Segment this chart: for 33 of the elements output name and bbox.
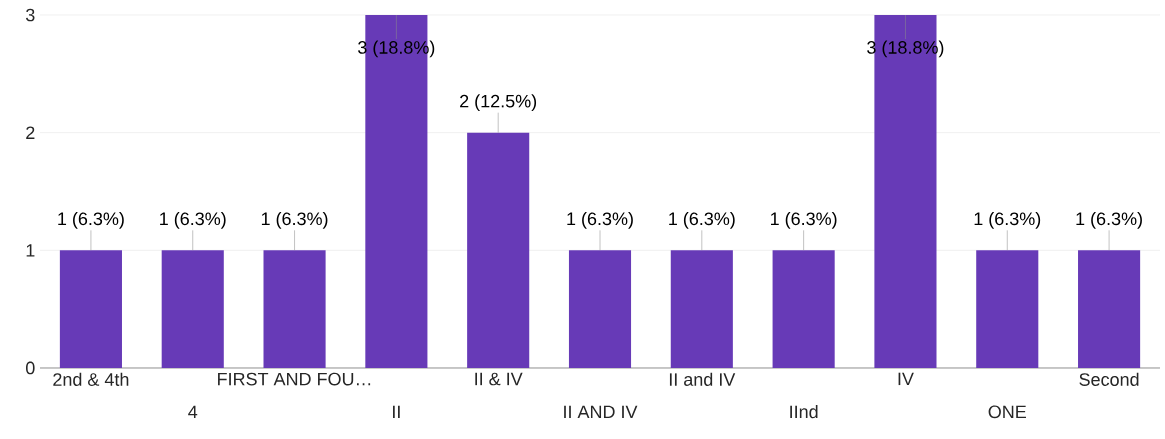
- x-tick-label: 2nd & 4th: [53, 372, 129, 386]
- data-label: 1 (6.3%): [669, 211, 735, 229]
- x-tick-label: 4: [188, 405, 198, 419]
- bar: [161, 250, 224, 368]
- x-tick-label: FIRST AND FOU…: [218, 372, 371, 386]
- bar: [59, 250, 122, 368]
- x-tick-label: ONE: [988, 405, 1026, 419]
- data-label: 1 (6.3%): [771, 211, 837, 229]
- x-tick-label: Second: [1079, 372, 1139, 386]
- bar: [467, 132, 530, 368]
- data-label: 1 (6.3%): [567, 211, 633, 229]
- y-tick-label: 3: [25, 8, 35, 22]
- y-tick-label: 2: [26, 126, 35, 139]
- x-tick-label: IV: [898, 372, 914, 386]
- bar: [263, 250, 326, 368]
- data-label: 1 (6.3%): [160, 211, 226, 229]
- bar: [976, 250, 1039, 368]
- data-label: 2 (12.5%): [460, 94, 537, 112]
- bar: [1078, 250, 1141, 368]
- x-tick-label: IInd: [790, 404, 818, 419]
- data-label: 1 (6.3%): [974, 211, 1041, 229]
- y-tick-label: 0: [26, 361, 35, 375]
- bar: [670, 250, 733, 368]
- x-tick-label: II AND IV: [564, 405, 638, 419]
- data-label: 1 (6.3%): [261, 211, 328, 229]
- y-tick-label: 1: [26, 244, 35, 257]
- x-tick-label: II and IV: [669, 372, 736, 386]
- x-tick-label: II & IV: [475, 372, 523, 386]
- data-label: 1 (6.3%): [58, 211, 124, 229]
- data-label: 1 (6.3%): [1076, 211, 1142, 229]
- x-tick-label: II: [393, 405, 400, 419]
- bar: [568, 250, 632, 368]
- bar: [772, 250, 835, 368]
